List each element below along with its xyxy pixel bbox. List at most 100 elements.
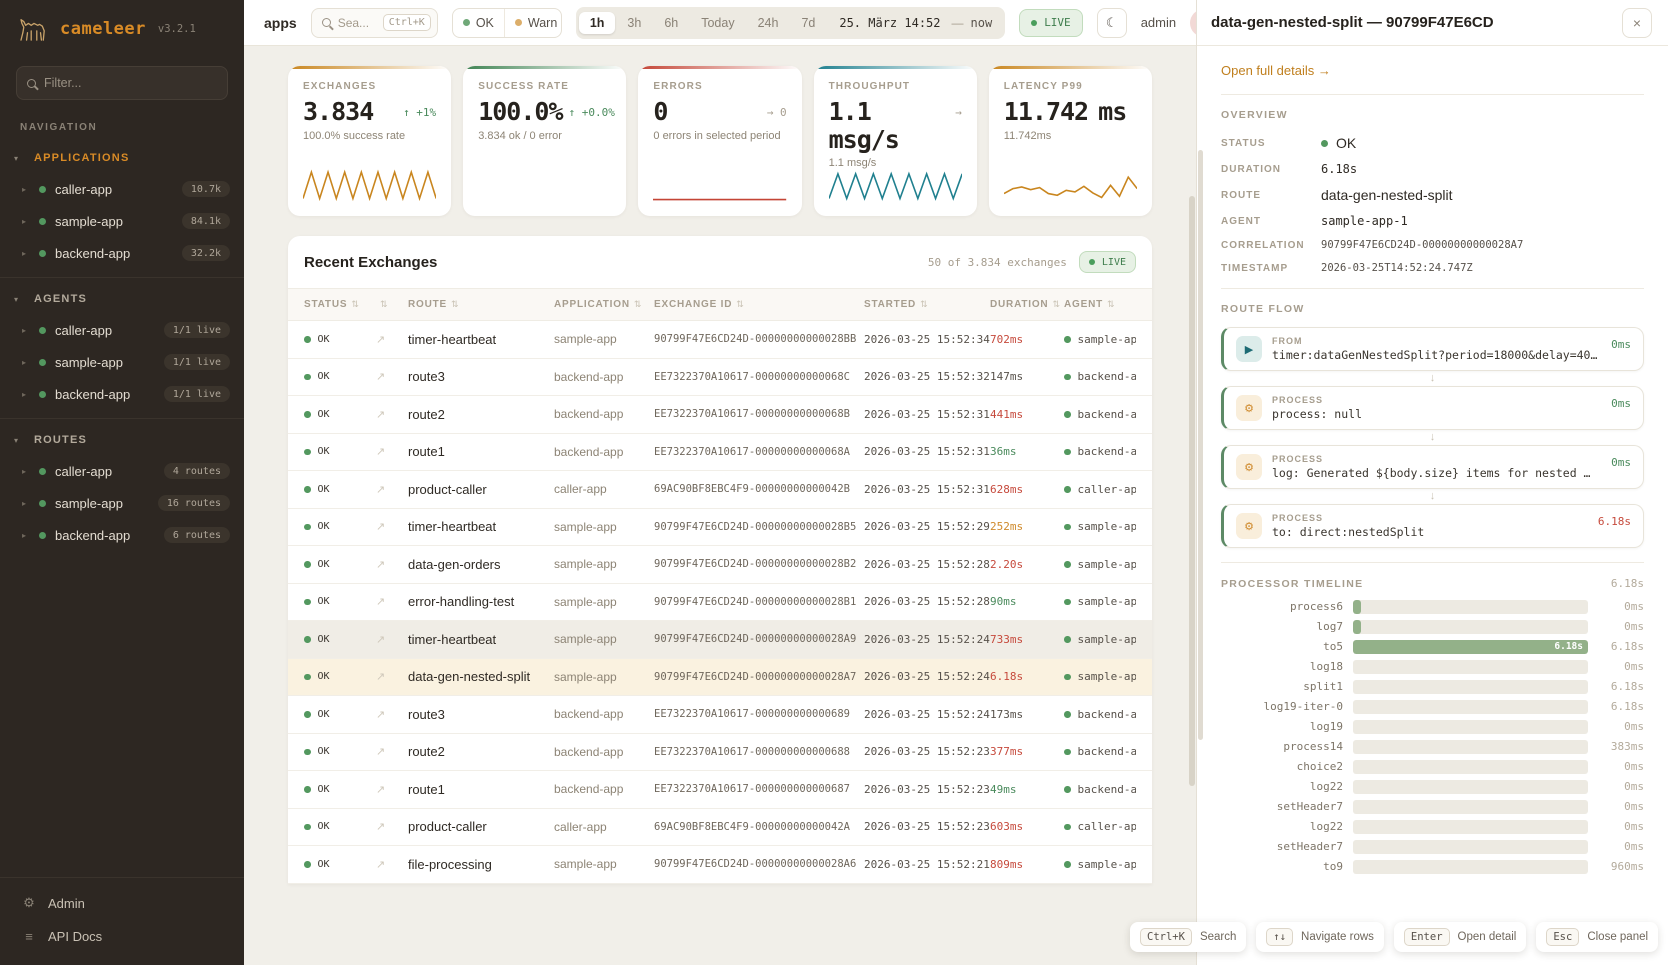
nav-section-header[interactable]: ▾ ROUTES — [0, 425, 244, 455]
column-header[interactable]: ROUTE ⇅ — [408, 299, 554, 310]
table-row[interactable]: OK ↗ route1 backend-app EE7322370A10617-… — [288, 771, 1152, 809]
column-header[interactable]: DURATION ⇅ — [990, 299, 1064, 310]
close-panel-button[interactable]: × — [1622, 7, 1652, 38]
table-row[interactable]: OK ↗ route2 backend-app EE7322370A10617-… — [288, 396, 1152, 434]
open-row-icon[interactable]: ↗ — [376, 558, 386, 571]
stat-card[interactable]: SUCCESS RATE 100.0% ↑ +0.0% 3.834 ok / 0… — [463, 66, 627, 216]
brand[interactable]: cameleer v3.2.1 — [0, 0, 244, 56]
open-row-icon[interactable]: ↗ — [376, 371, 386, 384]
sidebar-item[interactable]: ▸ backend-app 1/1 live — [0, 378, 244, 410]
sidebar-item[interactable]: ▸ caller-app 10.7k — [0, 173, 244, 205]
route-flow-step[interactable]: ⚙ PROCESS to: direct:nestedSplit 6.18s — [1221, 504, 1644, 548]
stat-value-row: 0 → 0 — [653, 98, 786, 126]
global-search[interactable]: Ctrl+K — [310, 7, 438, 38]
timeline-bar — [1353, 740, 1588, 754]
time-range-chip[interactable]: 1h — [578, 11, 616, 34]
timeline-row[interactable]: log22 0ms — [1221, 780, 1644, 794]
open-row-icon[interactable]: ↗ — [376, 633, 386, 646]
theme-toggle-button[interactable]: ☾ — [1096, 7, 1127, 38]
open-full-details-link[interactable]: Open full details → — [1221, 63, 1331, 78]
table-row[interactable]: OK ↗ data-gen-nested-split sample-app 90… — [288, 658, 1152, 696]
open-row-icon[interactable]: ↗ — [376, 821, 386, 834]
topbar: apps Ctrl+K OK Warn E 1h 3h 6h Today 24h 7d 2… — [244, 0, 1219, 46]
column-header[interactable]: APPLICATION ⇅ — [554, 299, 654, 310]
open-row-icon[interactable]: ↗ — [376, 858, 386, 871]
open-row-icon[interactable]: ↗ — [376, 521, 386, 534]
table-row[interactable]: OK ↗ error-handling-test sample-app 9079… — [288, 584, 1152, 621]
table-row[interactable]: OK ↗ route3 backend-app EE7322370A10617-… — [288, 696, 1152, 734]
timeline-row[interactable]: setHeader7 0ms — [1221, 840, 1644, 854]
table-row[interactable]: OK ↗ timer-heartbeat sample-app 90799F47… — [288, 321, 1152, 359]
table-row[interactable]: OK ↗ file-processing sample-app 90799F47… — [288, 846, 1152, 884]
stat-card[interactable]: EXCHANGES 3.834 ↑ +1% 100.0% success rat… — [288, 66, 452, 216]
stat-card[interactable]: ERRORS 0 → 0 0 errors in selected period — [638, 66, 802, 216]
search-input[interactable] — [337, 15, 376, 30]
timeline-row[interactable]: log18 0ms — [1221, 660, 1644, 674]
date-display[interactable]: 25. März 14:52 — [839, 15, 941, 30]
column-header[interactable]: EXCHANGE ID ⇅ — [654, 299, 864, 310]
open-row-icon[interactable]: ↗ — [376, 783, 386, 796]
time-range-chip[interactable]: 3h — [627, 15, 642, 30]
sidebar-filter[interactable] — [16, 66, 228, 100]
table-row[interactable]: OK ↗ data-gen-orders sample-app 90799F47… — [288, 546, 1152, 584]
sidebar-item[interactable]: ▸ caller-app 4 routes — [0, 455, 244, 487]
route-flow-step[interactable]: ▶ FROM timer:dataGenNestedSplit?period=1… — [1221, 327, 1644, 371]
table-row[interactable]: OK ↗ route1 backend-app EE7322370A10617-… — [288, 434, 1152, 471]
sidebar-item[interactable]: ▸ backend-app 6 routes — [0, 519, 244, 551]
timeline-row[interactable]: split1 6.18s — [1221, 680, 1644, 694]
status-filter[interactable]: Warn — [505, 9, 561, 37]
column-header[interactable]: STARTED ⇅ — [864, 299, 990, 310]
open-row-icon[interactable]: ↗ — [376, 596, 386, 609]
panel-scrollbar[interactable] — [1198, 150, 1203, 740]
column-header[interactable]: AGENT ⇅ — [1064, 299, 1136, 310]
route-flow-step[interactable]: ⚙ PROCESS process: null 0ms — [1221, 386, 1644, 430]
table-row[interactable]: OK ↗ product-caller caller-app 69AC90BF8… — [288, 471, 1152, 509]
table-row[interactable]: OK ↗ route3 backend-app EE7322370A10617-… — [288, 359, 1152, 396]
timeline-row[interactable]: to5 6.18s 6.18s — [1221, 640, 1644, 654]
open-row-icon[interactable]: ↗ — [376, 483, 386, 496]
timeline-row[interactable]: process6 0ms — [1221, 600, 1644, 614]
sidebar-item[interactable]: ▸ sample-app 16 routes — [0, 487, 244, 519]
column-header[interactable]: ⇅ — [376, 299, 408, 310]
live-badge[interactable]: LIVE — [1019, 8, 1083, 37]
stat-card[interactable]: THROUGHPUT 1.1 msg/s → 1.1 msg/s — [813, 66, 977, 216]
nav-section-header[interactable]: ▾ APPLICATIONS — [0, 143, 244, 173]
status-filter[interactable]: OK — [453, 8, 505, 37]
timeline-row[interactable]: log7 0ms — [1221, 620, 1644, 634]
nav-section-header[interactable]: ▾ AGENTS — [0, 284, 244, 314]
open-row-icon[interactable]: ↗ — [376, 408, 386, 421]
time-range-chip[interactable]: 6h — [664, 15, 679, 30]
time-range-chip[interactable]: 7d — [801, 15, 816, 30]
sidebar-item[interactable]: ▸ backend-app 32.2k — [0, 237, 244, 269]
timeline-row[interactable]: log19-iter-0 6.18s — [1221, 700, 1644, 714]
timeline-row[interactable]: log19 0ms — [1221, 720, 1644, 734]
time-range-chip[interactable]: 24h — [757, 15, 779, 30]
open-row-icon[interactable]: ↗ — [376, 671, 386, 684]
open-row-icon[interactable]: ↗ — [376, 746, 386, 759]
table-row[interactable]: OK ↗ timer-heartbeat sample-app 90799F47… — [288, 509, 1152, 546]
table-row[interactable]: OK ↗ product-caller caller-app 69AC90BF8… — [288, 809, 1152, 846]
open-row-icon[interactable]: ↗ — [376, 333, 386, 346]
sidebar-footer-item[interactable]: ⚙ Admin — [0, 886, 244, 920]
timeline-row[interactable]: log22 0ms — [1221, 820, 1644, 834]
timeline-row[interactable]: choice2 0ms — [1221, 760, 1644, 774]
sidebar-filter-input[interactable] — [44, 76, 217, 90]
stat-card[interactable]: LATENCY P99 11.742 ms 11.742ms — [988, 66, 1152, 216]
sidebar-footer-item[interactable]: ≡ API Docs — [0, 920, 244, 953]
route-flow-step[interactable]: ⚙ PROCESS log: Generated ${body.size} it… — [1221, 445, 1644, 489]
table-row[interactable]: OK ↗ timer-heartbeat sample-app 90799F47… — [288, 621, 1152, 659]
sidebar-item[interactable]: ▸ caller-app 1/1 live — [0, 314, 244, 346]
date-end-display[interactable]: now — [970, 15, 993, 30]
open-row-icon[interactable]: ↗ — [376, 708, 386, 721]
timeline-row[interactable]: to9 960ms — [1221, 860, 1644, 874]
column-label: APPLICATION — [554, 299, 630, 310]
timeline-row[interactable]: process14 383ms — [1221, 740, 1644, 754]
sidebar-item[interactable]: ▸ sample-app 1/1 live — [0, 346, 244, 378]
open-row-icon[interactable]: ↗ — [376, 446, 386, 459]
time-range-chip[interactable]: Today — [701, 15, 735, 30]
timeline-row[interactable]: setHeader7 0ms — [1221, 800, 1644, 814]
sidebar-item[interactable]: ▸ sample-app 84.1k — [0, 205, 244, 237]
column-header[interactable]: STATUS ⇅ — [304, 299, 376, 310]
table-row[interactable]: OK ↗ route2 backend-app EE7322370A10617-… — [288, 734, 1152, 771]
main-scrollbar[interactable] — [1189, 196, 1195, 786]
